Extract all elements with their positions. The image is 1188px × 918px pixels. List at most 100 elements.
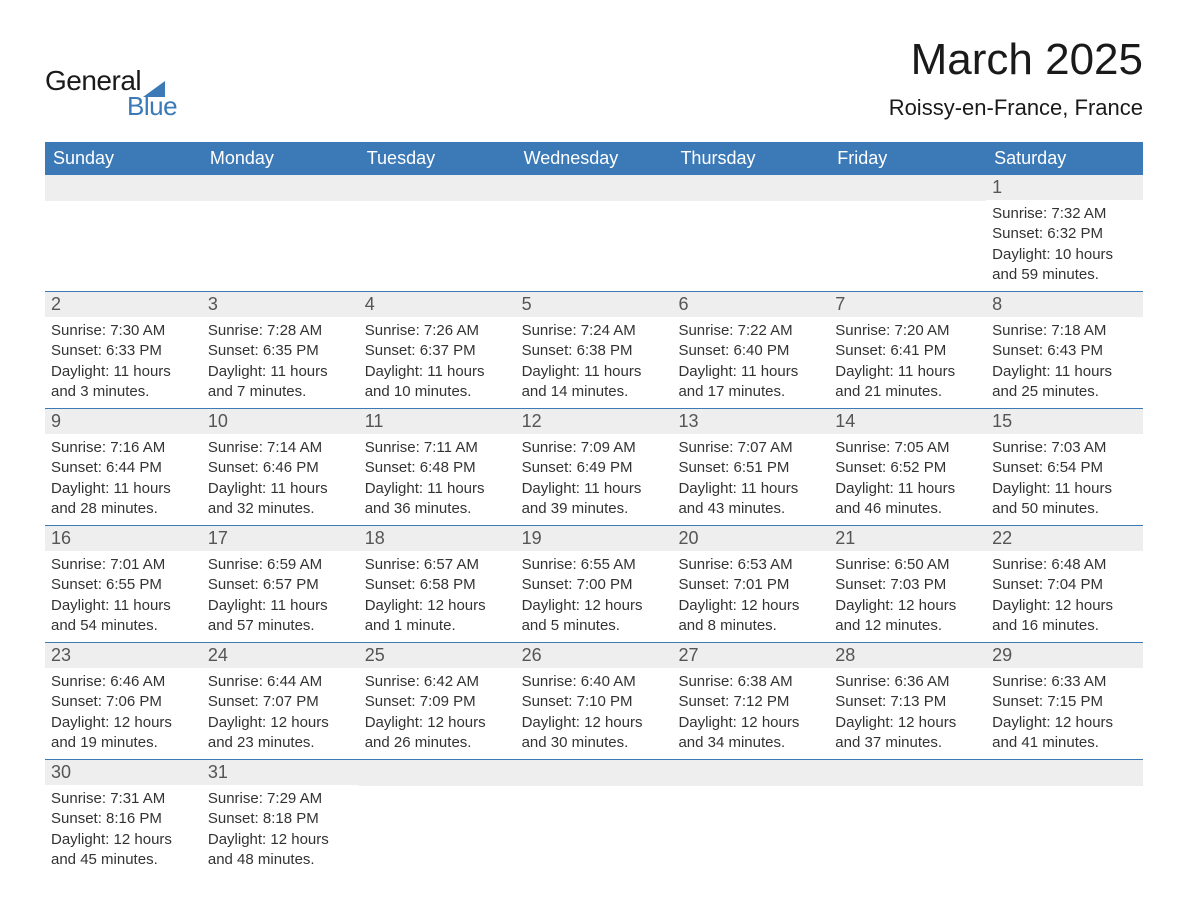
day-number: 12 [516, 409, 673, 434]
daylight-text: Daylight: 11 hours and 32 minutes. [208, 479, 353, 520]
sunrise-text: Sunrise: 6:33 AM [992, 672, 1137, 692]
day-content [45, 201, 202, 251]
sunrise-text: Sunrise: 6:44 AM [208, 672, 353, 692]
day-cell [829, 760, 986, 876]
sunrise-text: Sunrise: 6:50 AM [835, 555, 980, 575]
day-content: Sunrise: 7:16 AMSunset: 6:44 PMDaylight:… [45, 434, 202, 525]
day-content: Sunrise: 6:55 AMSunset: 7:00 PMDaylight:… [516, 551, 673, 642]
daylight-text: Daylight: 11 hours and 50 minutes. [992, 479, 1137, 520]
day-content [829, 786, 986, 796]
daylight-text: Daylight: 11 hours and 39 minutes. [522, 479, 667, 520]
day-number: 7 [829, 292, 986, 317]
day-cell: 12Sunrise: 7:09 AMSunset: 6:49 PMDayligh… [516, 409, 673, 525]
day-content: Sunrise: 7:22 AMSunset: 6:40 PMDaylight:… [672, 317, 829, 408]
week-row: 1Sunrise: 7:32 AMSunset: 6:32 PMDaylight… [45, 175, 1143, 291]
day-cell: 18Sunrise: 6:57 AMSunset: 6:58 PMDayligh… [359, 526, 516, 642]
sunset-text: Sunset: 6:33 PM [51, 341, 196, 361]
daylight-text: Daylight: 12 hours and 16 minutes. [992, 596, 1137, 637]
sunrise-text: Sunrise: 7:28 AM [208, 321, 353, 341]
weeks-container: 1Sunrise: 7:32 AMSunset: 6:32 PMDaylight… [45, 175, 1143, 876]
day-cell: 19Sunrise: 6:55 AMSunset: 7:00 PMDayligh… [516, 526, 673, 642]
day-cell: 23Sunrise: 6:46 AMSunset: 7:06 PMDayligh… [45, 643, 202, 759]
day-content: Sunrise: 7:28 AMSunset: 6:35 PMDaylight:… [202, 317, 359, 408]
daylight-text: Daylight: 11 hours and 43 minutes. [678, 479, 823, 520]
day-content: Sunrise: 7:32 AMSunset: 6:32 PMDaylight:… [986, 200, 1143, 291]
day-header-wednesday: Wednesday [516, 142, 673, 175]
day-cell: 20Sunrise: 6:53 AMSunset: 7:01 PMDayligh… [672, 526, 829, 642]
sunset-text: Sunset: 6:49 PM [522, 458, 667, 478]
sunset-text: Sunset: 8:18 PM [208, 809, 353, 829]
day-cell: 31Sunrise: 7:29 AMSunset: 8:18 PMDayligh… [202, 760, 359, 876]
sunset-text: Sunset: 6:51 PM [678, 458, 823, 478]
day-cell [516, 175, 673, 291]
week-row: 9Sunrise: 7:16 AMSunset: 6:44 PMDaylight… [45, 408, 1143, 525]
title-block: March 2025 Roissy-en-France, France [889, 35, 1143, 121]
sunrise-text: Sunrise: 7:32 AM [992, 204, 1137, 224]
daylight-text: Daylight: 11 hours and 36 minutes. [365, 479, 510, 520]
day-number [359, 760, 516, 786]
header: General Blue March 2025 Roissy-en-France… [45, 35, 1143, 122]
day-number [829, 760, 986, 786]
day-cell: 28Sunrise: 6:36 AMSunset: 7:13 PMDayligh… [829, 643, 986, 759]
day-number: 18 [359, 526, 516, 551]
day-number: 19 [516, 526, 673, 551]
sunset-text: Sunset: 7:09 PM [365, 692, 510, 712]
day-header-monday: Monday [202, 142, 359, 175]
day-content: Sunrise: 6:59 AMSunset: 6:57 PMDaylight:… [202, 551, 359, 642]
day-number: 26 [516, 643, 673, 668]
day-cell: 4Sunrise: 7:26 AMSunset: 6:37 PMDaylight… [359, 292, 516, 408]
sunset-text: Sunset: 6:43 PM [992, 341, 1137, 361]
day-content: Sunrise: 7:14 AMSunset: 6:46 PMDaylight:… [202, 434, 359, 525]
day-content: Sunrise: 7:11 AMSunset: 6:48 PMDaylight:… [359, 434, 516, 525]
daylight-text: Daylight: 11 hours and 21 minutes. [835, 362, 980, 403]
day-cell: 25Sunrise: 6:42 AMSunset: 7:09 PMDayligh… [359, 643, 516, 759]
sunset-text: Sunset: 6:52 PM [835, 458, 980, 478]
day-number: 28 [829, 643, 986, 668]
day-content [516, 201, 673, 251]
day-number: 14 [829, 409, 986, 434]
sunset-text: Sunset: 6:35 PM [208, 341, 353, 361]
sunrise-text: Sunrise: 7:24 AM [522, 321, 667, 341]
day-cell: 9Sunrise: 7:16 AMSunset: 6:44 PMDaylight… [45, 409, 202, 525]
day-content [516, 786, 673, 796]
day-cell [202, 175, 359, 291]
day-content: Sunrise: 6:57 AMSunset: 6:58 PMDaylight:… [359, 551, 516, 642]
daylight-text: Daylight: 12 hours and 34 minutes. [678, 713, 823, 754]
day-cell: 29Sunrise: 6:33 AMSunset: 7:15 PMDayligh… [986, 643, 1143, 759]
daylight-text: Daylight: 11 hours and 46 minutes. [835, 479, 980, 520]
day-content: Sunrise: 7:31 AMSunset: 8:16 PMDaylight:… [45, 785, 202, 876]
day-header-sunday: Sunday [45, 142, 202, 175]
daylight-text: Daylight: 11 hours and 10 minutes. [365, 362, 510, 403]
daylight-text: Daylight: 12 hours and 41 minutes. [992, 713, 1137, 754]
day-content: Sunrise: 7:01 AMSunset: 6:55 PMDaylight:… [45, 551, 202, 642]
sunset-text: Sunset: 7:00 PM [522, 575, 667, 595]
daylight-text: Daylight: 12 hours and 30 minutes. [522, 713, 667, 754]
logo: General Blue [45, 35, 177, 122]
day-content [202, 201, 359, 251]
day-cell: 6Sunrise: 7:22 AMSunset: 6:40 PMDaylight… [672, 292, 829, 408]
daylight-text: Daylight: 10 hours and 59 minutes. [992, 245, 1137, 286]
day-cell: 24Sunrise: 6:44 AMSunset: 7:07 PMDayligh… [202, 643, 359, 759]
daylight-text: Daylight: 12 hours and 26 minutes. [365, 713, 510, 754]
day-content [672, 201, 829, 251]
day-number: 21 [829, 526, 986, 551]
day-cell [672, 175, 829, 291]
day-cell [829, 175, 986, 291]
day-number [45, 175, 202, 201]
day-number: 17 [202, 526, 359, 551]
day-cell: 22Sunrise: 6:48 AMSunset: 7:04 PMDayligh… [986, 526, 1143, 642]
day-number: 6 [672, 292, 829, 317]
daylight-text: Daylight: 12 hours and 45 minutes. [51, 830, 196, 871]
day-content: Sunrise: 7:05 AMSunset: 6:52 PMDaylight:… [829, 434, 986, 525]
sunset-text: Sunset: 6:48 PM [365, 458, 510, 478]
day-cell: 30Sunrise: 7:31 AMSunset: 8:16 PMDayligh… [45, 760, 202, 876]
day-content: Sunrise: 7:30 AMSunset: 6:33 PMDaylight:… [45, 317, 202, 408]
page-title: March 2025 [889, 35, 1143, 85]
day-number: 1 [986, 175, 1143, 200]
day-cell: 8Sunrise: 7:18 AMSunset: 6:43 PMDaylight… [986, 292, 1143, 408]
sunset-text: Sunset: 7:04 PM [992, 575, 1137, 595]
day-cell [359, 760, 516, 876]
sunset-text: Sunset: 6:58 PM [365, 575, 510, 595]
day-cell: 27Sunrise: 6:38 AMSunset: 7:12 PMDayligh… [672, 643, 829, 759]
sunset-text: Sunset: 7:15 PM [992, 692, 1137, 712]
